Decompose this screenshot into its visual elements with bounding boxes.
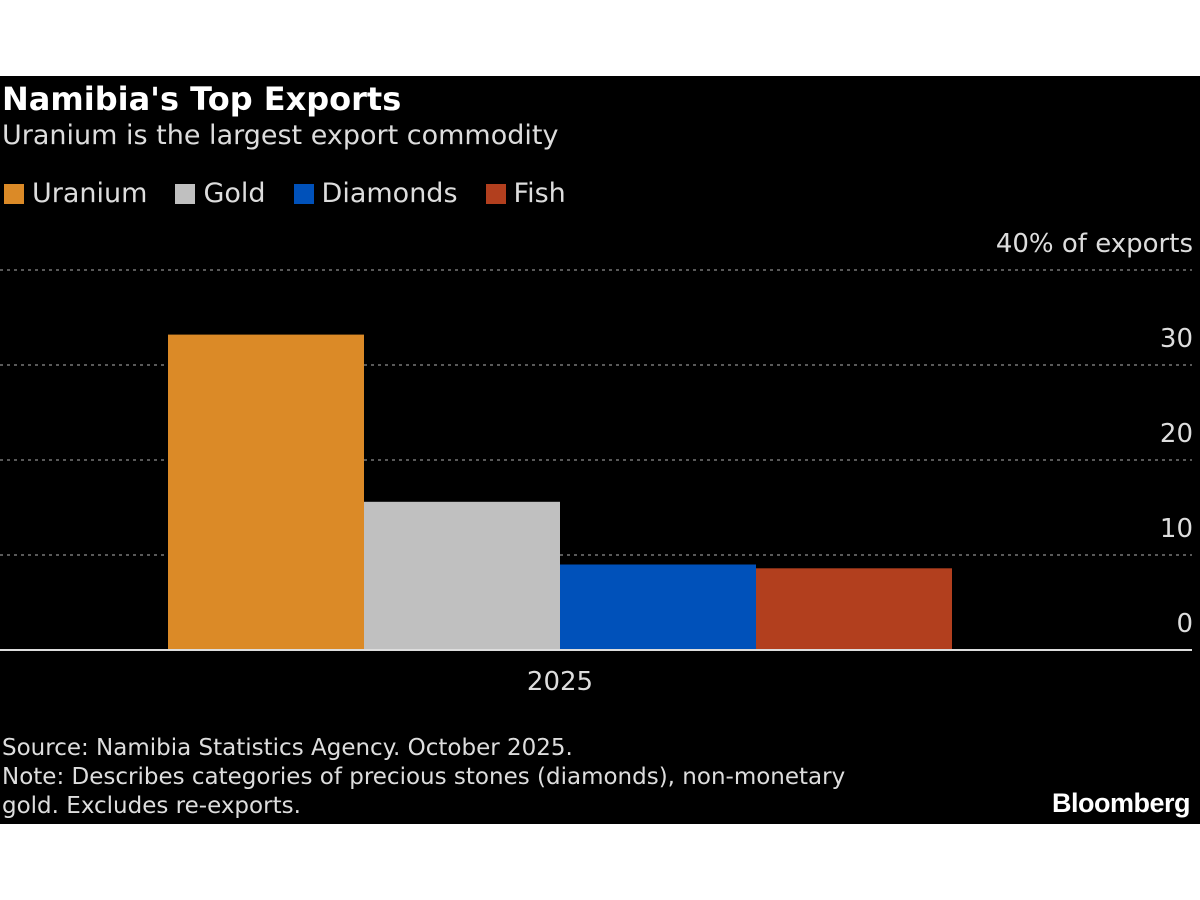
bar-fish xyxy=(756,568,952,650)
legend-label: Gold xyxy=(203,178,266,209)
legend-swatch xyxy=(293,183,314,204)
source-text: Source: Namibia Statistics Agency. Octob… xyxy=(2,735,573,761)
legend: Uranium Gold Diamonds Fish xyxy=(4,178,566,209)
y-tick-label: 20 xyxy=(1160,419,1193,449)
legend-item-uranium: Uranium xyxy=(4,178,147,209)
legend-swatch xyxy=(485,183,506,204)
note-text-line2: gold. Excludes re-exports. xyxy=(2,793,301,819)
y-tick-label: 30 xyxy=(1160,324,1193,354)
legend-swatch xyxy=(4,183,24,204)
bar-chart: 0 10 20 30 40% of exports 2025 xyxy=(0,229,1193,697)
bar-uranium xyxy=(168,334,364,650)
chart-title: Namibia's Top Exports xyxy=(2,80,402,118)
chart-subtitle: Uranium is the largest export commodity xyxy=(2,120,559,151)
legend-swatch xyxy=(175,183,196,204)
note-text-line1: Note: Describes categories of precious s… xyxy=(2,764,846,790)
y-tick-label: 40% of exports xyxy=(996,229,1193,259)
legend-item-gold: Gold xyxy=(175,178,266,209)
bar-gold xyxy=(364,501,560,650)
y-tick-label: 0 xyxy=(1176,609,1193,639)
legend-label: Fish xyxy=(513,178,566,209)
bloomberg-logo: Bloomberg xyxy=(1051,788,1191,818)
x-tick-label: 2025 xyxy=(527,667,593,697)
chart-panel: Namibia's Top Exports Uranium is the lar… xyxy=(0,76,1200,824)
footer: Source: Namibia Statistics Agency. Octob… xyxy=(2,734,845,821)
bar-diamonds xyxy=(560,564,756,650)
y-tick-label: 10 xyxy=(1160,514,1193,544)
legend-label: Diamonds xyxy=(321,178,458,209)
legend-label: Uranium xyxy=(32,178,148,209)
legend-item-diamonds: Diamonds xyxy=(293,178,458,209)
legend-item-fish: Fish xyxy=(485,178,566,209)
